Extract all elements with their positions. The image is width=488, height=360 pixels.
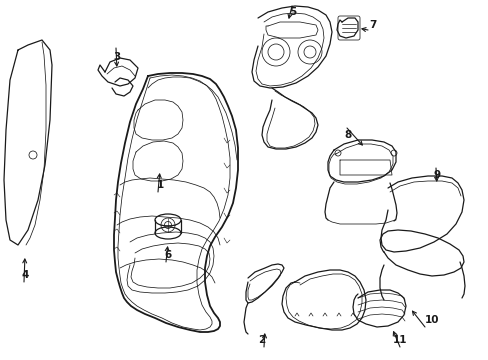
Text: 1: 1	[156, 180, 163, 190]
Text: 8: 8	[344, 130, 351, 140]
Text: 9: 9	[432, 170, 440, 180]
Text: 2: 2	[258, 335, 265, 345]
Text: 6: 6	[164, 250, 171, 260]
Text: 10: 10	[424, 315, 438, 325]
Text: 3: 3	[113, 52, 121, 62]
Text: 4: 4	[21, 270, 29, 280]
Text: 7: 7	[368, 20, 376, 30]
Text: 5: 5	[289, 7, 296, 17]
Text: 11: 11	[392, 335, 407, 345]
